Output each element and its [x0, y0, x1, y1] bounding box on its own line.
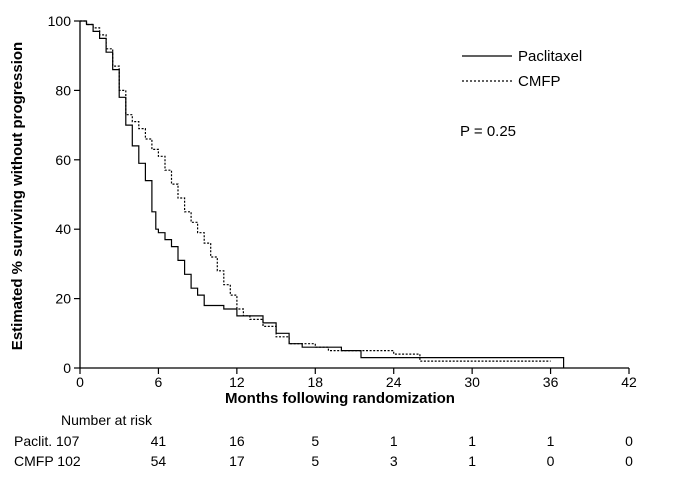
risk-row-label-paclit: Paclit. 107: [14, 433, 80, 449]
x-tick-label: 6: [155, 374, 163, 390]
risk-value: 1: [468, 433, 476, 449]
risk-value: 41: [151, 433, 167, 449]
risk-value: 0: [625, 433, 633, 449]
y-axis-title: Estimated % surviving without progressio…: [9, 42, 26, 350]
y-axis-ticks: 0 20 40 60 80 100: [48, 13, 80, 376]
y-tick-label: 100: [48, 13, 72, 29]
risk-row-label-cmfp: CMFP 102: [14, 453, 81, 469]
risk-value: 1: [468, 453, 476, 469]
series-line-cmfp: [80, 20, 551, 362]
risk-value: 5: [311, 453, 319, 469]
y-tick-label: 40: [55, 221, 71, 237]
series-line-paclitaxel: [80, 20, 565, 368]
risk-value: 3: [390, 453, 398, 469]
x-tick-label: 12: [229, 374, 245, 390]
risk-table-header: Number at risk: [61, 412, 153, 428]
x-axis-title: Months following randomization: [225, 390, 455, 407]
p-value-annotation: P = 0.25: [460, 123, 516, 140]
x-tick-label: 30: [464, 374, 480, 390]
y-tick-label: 60: [55, 152, 71, 168]
risk-value: 0: [625, 453, 633, 469]
risk-value: 17: [229, 453, 245, 469]
y-tick-label: 20: [55, 291, 71, 307]
risk-value: 0: [547, 453, 555, 469]
risk-value: 5: [311, 433, 319, 449]
legend: Paclitaxel CMFP: [462, 48, 582, 90]
x-tick-label: 24: [386, 374, 402, 390]
series-lines: [80, 20, 565, 368]
risk-value: 1: [547, 433, 555, 449]
risk-value: 1: [390, 433, 398, 449]
risk-value: 54: [151, 453, 167, 469]
x-tick-label: 0: [76, 374, 84, 390]
risk-values: 41 16 5 1 1 1 0 54 17 5 3 1 0 0: [151, 433, 633, 469]
y-tick-label: 0: [63, 360, 71, 376]
x-tick-label: 18: [307, 374, 323, 390]
legend-label-paclitaxel: Paclitaxel: [518, 48, 582, 65]
x-tick-label: 42: [621, 374, 637, 390]
risk-value: 16: [229, 433, 245, 449]
y-tick-label: 80: [55, 82, 71, 98]
risk-table: Number at risk Paclit. 107 CMFP 102 41 16…: [14, 412, 633, 469]
x-axis-ticks: 0 6 12 18 24 30 36 42: [76, 368, 637, 390]
legend-label-cmfp: CMFP: [518, 73, 561, 90]
axes: [79, 21, 629, 369]
x-tick-label: 36: [543, 374, 559, 390]
